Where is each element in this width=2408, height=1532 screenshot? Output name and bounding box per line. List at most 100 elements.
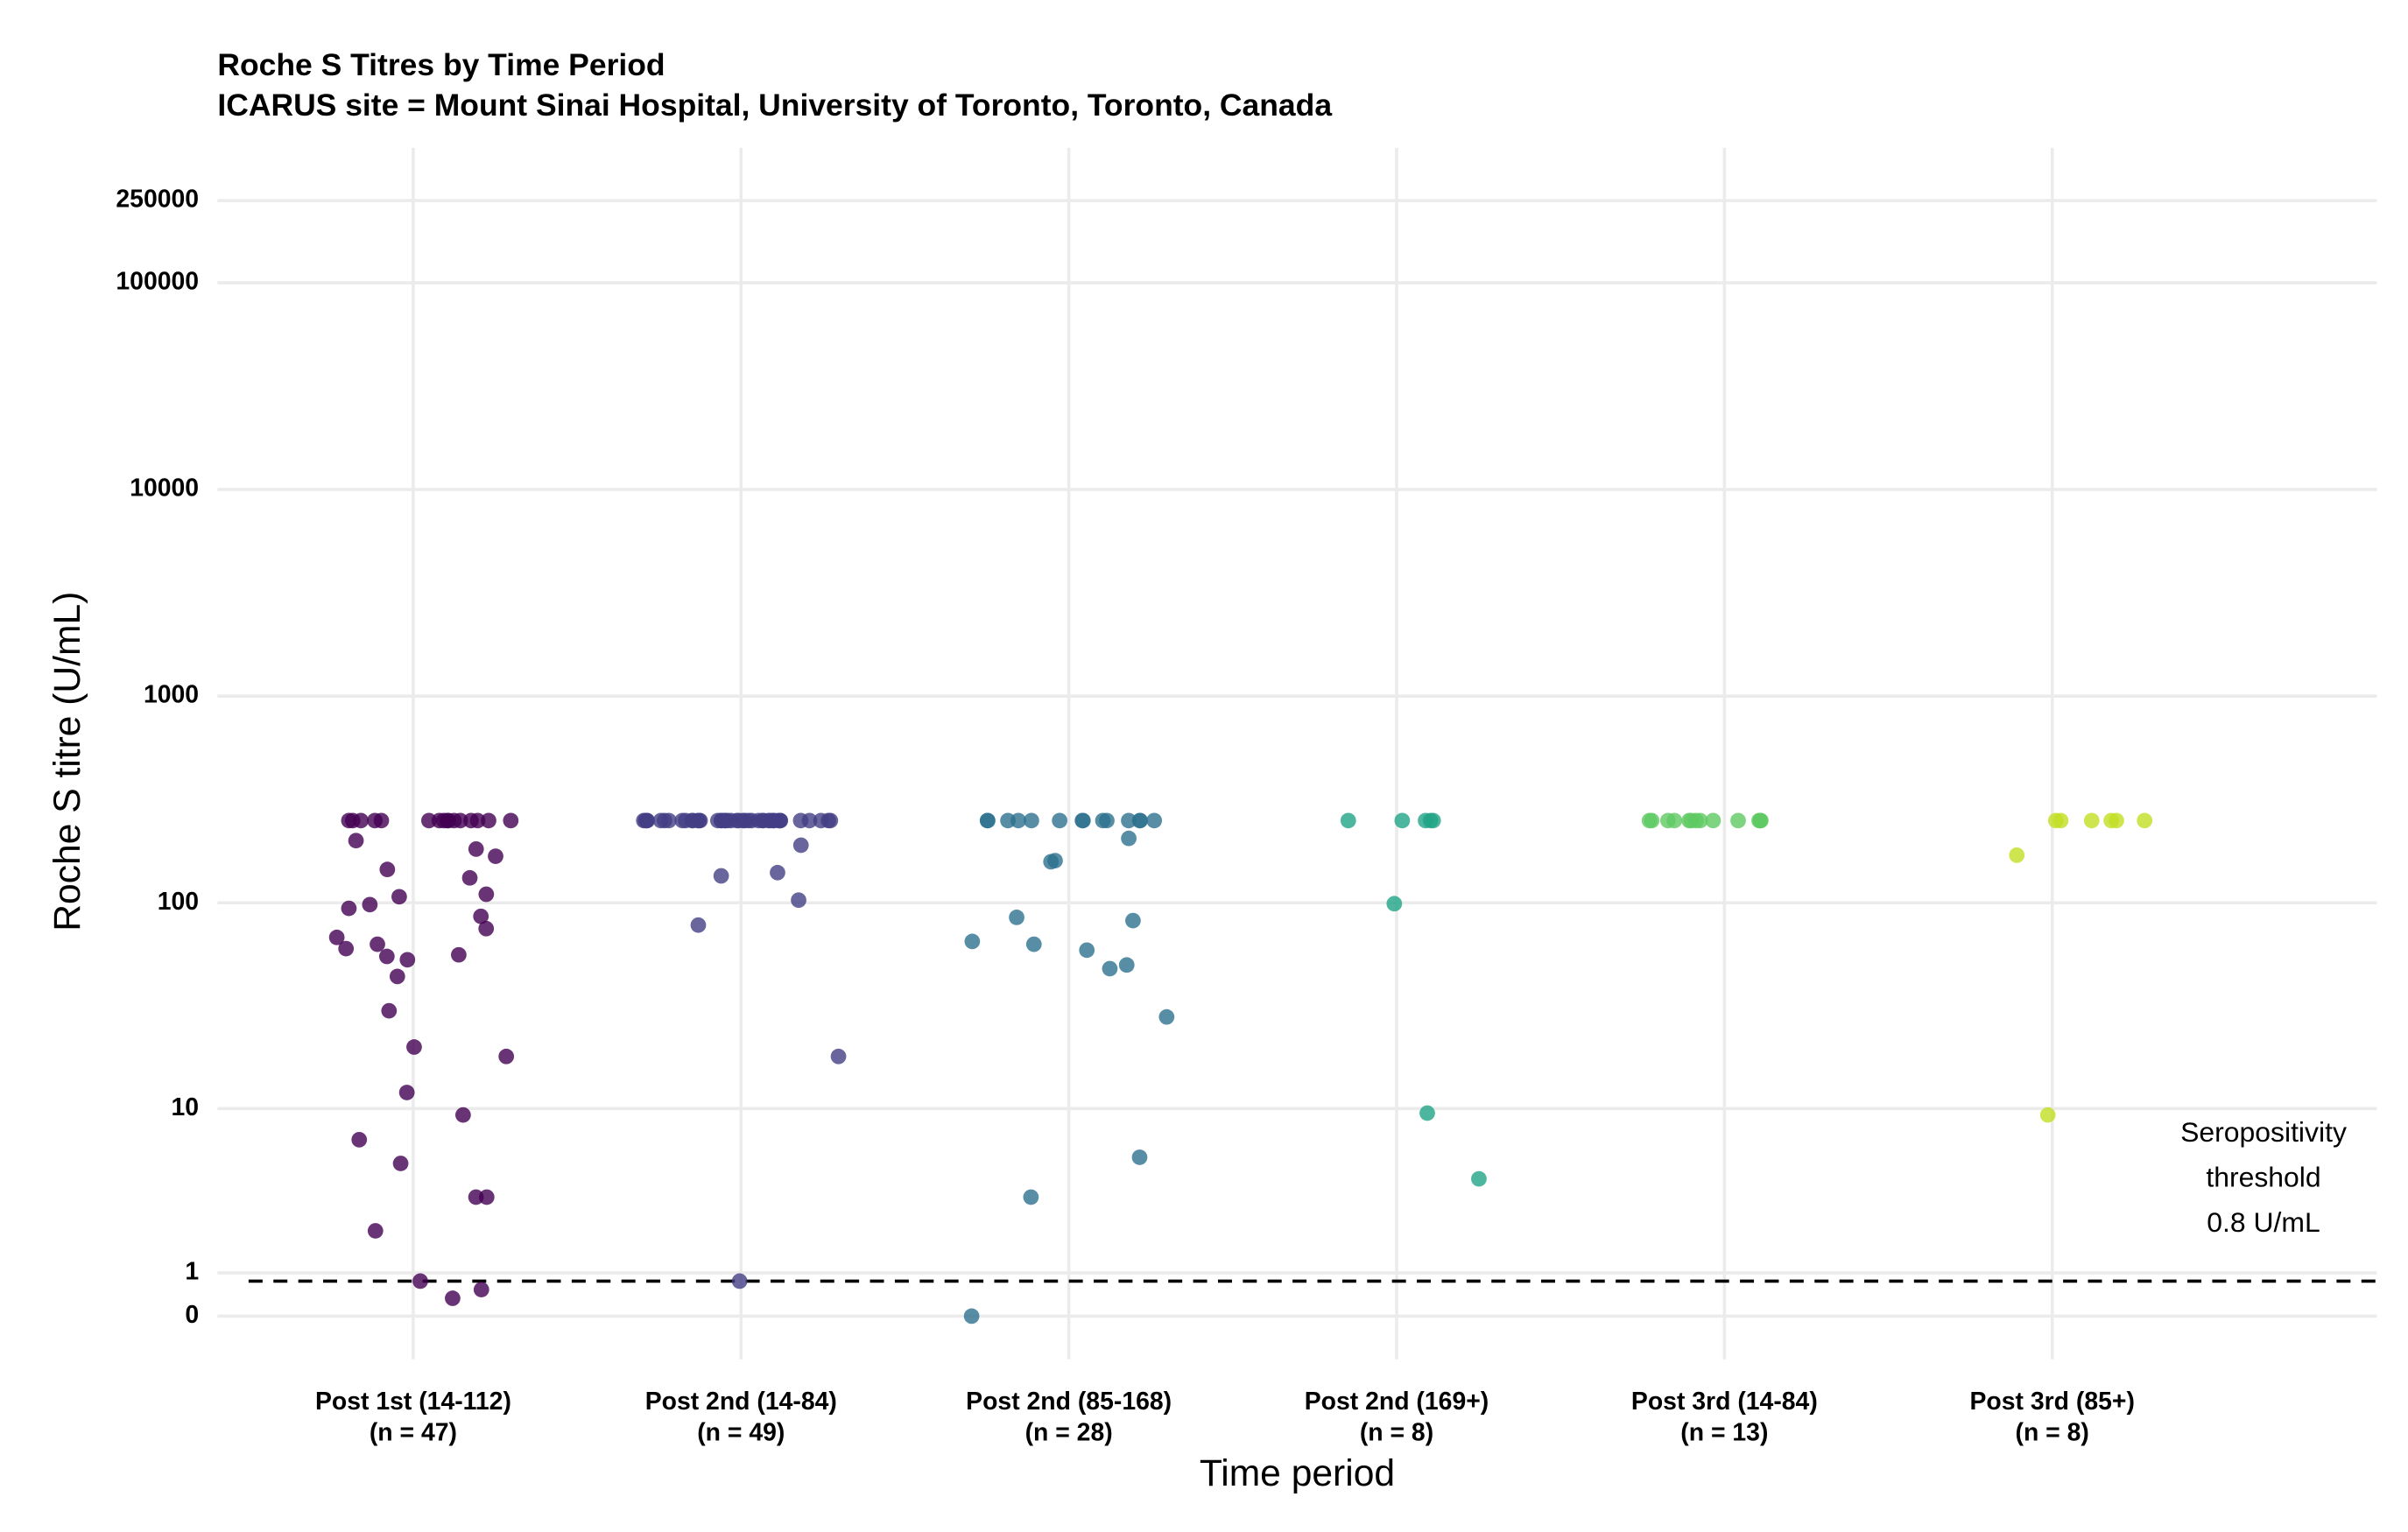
- point: [801, 812, 818, 829]
- point: [1705, 812, 1722, 829]
- point: [328, 929, 345, 945]
- point: [445, 1290, 461, 1306]
- point: [1121, 812, 1137, 829]
- point: [713, 868, 729, 884]
- y-tick-label: 100000: [116, 268, 199, 296]
- point: [1023, 1189, 1039, 1205]
- point: [455, 1107, 471, 1123]
- x-tick-label: Post 2nd (169+): [1305, 1388, 1489, 1416]
- point: [1131, 812, 1148, 829]
- x-tick-count: (n = 8): [2016, 1418, 2089, 1446]
- x-tick-count: (n = 47): [370, 1418, 457, 1446]
- point: [692, 812, 708, 829]
- point: [1125, 912, 1141, 929]
- x-tick-label: Post 1st (14-112): [315, 1388, 511, 1416]
- point: [792, 837, 809, 854]
- point: [1340, 812, 1356, 829]
- point: [1753, 812, 1769, 829]
- y-axis-title: Roche S titre (U/mL): [46, 592, 88, 931]
- x-tick-count: (n = 28): [1025, 1418, 1113, 1446]
- point: [461, 869, 478, 886]
- point: [1024, 812, 1039, 829]
- point: [1121, 830, 1137, 847]
- point: [1052, 812, 1068, 829]
- point: [488, 848, 503, 864]
- point: [1666, 812, 1683, 829]
- point: [1422, 812, 1439, 829]
- point: [348, 833, 364, 849]
- y-tick-label: 10: [172, 1093, 200, 1121]
- point: [2039, 1107, 2056, 1123]
- y-tick-label: 100: [158, 888, 199, 916]
- x-tick-label: Post 2nd (85-168): [966, 1388, 1172, 1416]
- x-tick-label: Post 3rd (14-84): [1631, 1388, 1818, 1416]
- point: [412, 1273, 428, 1290]
- point: [478, 920, 495, 937]
- point: [451, 946, 467, 963]
- point: [1131, 1149, 1148, 1165]
- point: [341, 900, 357, 917]
- point: [1102, 960, 1118, 977]
- point: [791, 892, 806, 909]
- point: [338, 940, 355, 957]
- point: [1158, 1008, 1175, 1025]
- point: [2137, 812, 2153, 829]
- point: [1047, 853, 1063, 868]
- point: [473, 1282, 489, 1297]
- point: [660, 812, 677, 829]
- x-axis-title: Time period: [1200, 1452, 1395, 1494]
- point: [813, 812, 829, 829]
- point: [731, 1273, 748, 1290]
- point: [1079, 942, 1095, 959]
- x-tick-label: Post 3rd (85+): [1969, 1388, 2134, 1416]
- point: [1074, 812, 1091, 829]
- point: [1394, 812, 1411, 829]
- point: [1730, 812, 1746, 829]
- point: [762, 812, 778, 829]
- x-tick-count: (n = 8): [1360, 1418, 1433, 1446]
- point: [351, 1132, 368, 1148]
- point: [373, 812, 390, 829]
- point: [2047, 812, 2064, 829]
- point: [468, 1189, 484, 1205]
- point: [2083, 812, 2100, 829]
- threshold-annotation: threshold: [2206, 1161, 2320, 1192]
- point: [481, 812, 496, 829]
- point: [830, 1048, 847, 1065]
- point: [1146, 812, 1163, 829]
- point: [736, 812, 753, 829]
- point: [379, 861, 396, 878]
- point: [503, 812, 519, 829]
- point: [1025, 936, 1042, 952]
- y-tick-label: 1: [185, 1258, 199, 1286]
- point: [1010, 812, 1026, 829]
- point: [637, 812, 654, 829]
- point: [392, 1156, 409, 1171]
- point: [674, 812, 691, 829]
- point: [963, 1308, 980, 1325]
- point: [370, 936, 385, 952]
- point: [381, 1002, 398, 1019]
- point: [1009, 910, 1024, 925]
- chart-title: Roche S Titres by Time Period: [217, 47, 665, 82]
- point: [399, 952, 416, 968]
- point: [398, 1085, 415, 1100]
- point: [2009, 847, 2025, 863]
- point: [406, 1039, 422, 1055]
- x-tick-count: (n = 49): [697, 1418, 785, 1446]
- y-tick-label: 10000: [130, 474, 199, 502]
- point: [463, 812, 479, 829]
- point: [1683, 812, 1700, 829]
- point: [353, 812, 370, 829]
- point: [478, 1189, 495, 1205]
- point: [1471, 1170, 1487, 1187]
- point: [378, 948, 395, 965]
- point: [2103, 812, 2119, 829]
- threshold-annotation: 0.8 U/mL: [2207, 1206, 2320, 1238]
- point: [389, 968, 405, 985]
- point: [964, 933, 981, 950]
- point: [1118, 957, 1135, 973]
- point: [362, 896, 378, 913]
